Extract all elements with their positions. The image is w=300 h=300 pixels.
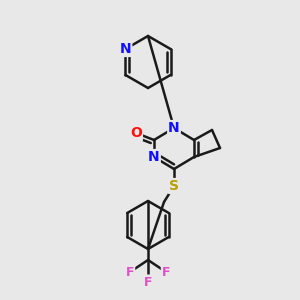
Text: F: F — [126, 266, 134, 278]
Text: S: S — [169, 179, 179, 193]
Text: F: F — [162, 266, 170, 278]
Text: N: N — [168, 121, 180, 135]
Text: F: F — [144, 275, 152, 289]
Text: N: N — [148, 150, 160, 164]
Text: O: O — [130, 126, 142, 140]
Text: N: N — [120, 42, 131, 56]
